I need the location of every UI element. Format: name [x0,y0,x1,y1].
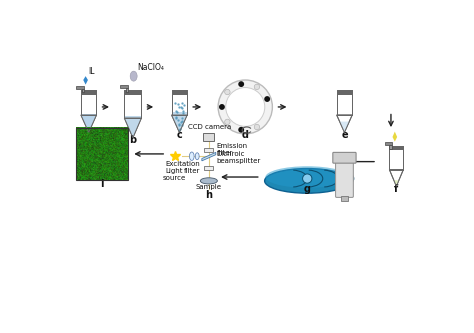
Circle shape [302,174,312,183]
Ellipse shape [130,71,137,81]
Bar [203,133,214,141]
Polygon shape [340,122,349,132]
Ellipse shape [265,166,349,188]
Bar [82,89,84,92]
Polygon shape [392,132,397,142]
Bar [172,90,187,94]
Circle shape [219,104,225,110]
Text: NaClO₄: NaClO₄ [137,63,164,72]
Text: c: c [176,130,182,140]
Bar [337,94,352,115]
Polygon shape [172,112,187,115]
Text: e: e [341,130,348,140]
Bar [337,90,352,94]
Circle shape [226,88,265,126]
Bar [172,94,187,115]
Bar [385,143,392,146]
Ellipse shape [195,153,199,160]
Text: f: f [394,184,399,194]
Bar [124,94,141,118]
Text: IL: IL [88,67,94,76]
FancyBboxPatch shape [333,153,356,163]
Circle shape [238,81,244,87]
Polygon shape [202,153,216,161]
Polygon shape [81,115,96,132]
Bar [124,90,141,94]
Bar [390,146,392,149]
Bar [204,148,213,152]
Text: Dichroic
beamsplitter: Dichroic beamsplitter [217,151,261,164]
Ellipse shape [264,168,350,193]
Bar [390,146,403,149]
Bar [341,195,348,201]
Polygon shape [81,115,96,132]
Circle shape [225,89,230,95]
Bar [120,85,128,89]
Text: b: b [129,135,137,145]
Ellipse shape [190,152,194,161]
Circle shape [254,124,260,130]
Polygon shape [172,115,187,132]
Polygon shape [394,180,399,186]
Bar [75,128,128,180]
Polygon shape [124,118,141,138]
Bar [81,94,96,115]
Bar [390,149,403,169]
Bar [337,90,352,94]
Bar [81,94,96,115]
Bar [337,94,352,115]
Bar [172,90,187,94]
Circle shape [225,119,230,125]
Bar [172,94,187,115]
Text: g: g [304,184,311,194]
Text: h: h [205,190,212,200]
Text: Sample: Sample [196,183,222,189]
Polygon shape [124,118,141,138]
Circle shape [238,127,244,133]
Polygon shape [124,116,141,118]
Text: CCD camera: CCD camera [188,124,231,130]
Bar [81,90,96,94]
Circle shape [264,96,270,102]
FancyBboxPatch shape [336,157,353,197]
Bar [390,146,403,149]
Circle shape [218,80,273,134]
Polygon shape [83,76,88,85]
Text: d: d [242,130,249,140]
Bar [76,86,84,89]
Bar [204,166,213,170]
Bar [126,89,128,92]
Polygon shape [337,115,352,132]
Bar [390,149,403,169]
Polygon shape [390,169,403,186]
Bar [124,90,141,94]
Text: Excitation
filter: Excitation filter [165,161,201,174]
Text: a: a [85,130,92,140]
Ellipse shape [201,178,218,184]
Bar [124,94,141,118]
Circle shape [254,84,260,90]
Text: Light
source: Light source [162,168,186,181]
Polygon shape [172,115,187,132]
Polygon shape [81,114,96,115]
Text: Emission
filter: Emission filter [217,143,248,156]
Bar [81,90,96,94]
Text: i: i [100,179,104,189]
